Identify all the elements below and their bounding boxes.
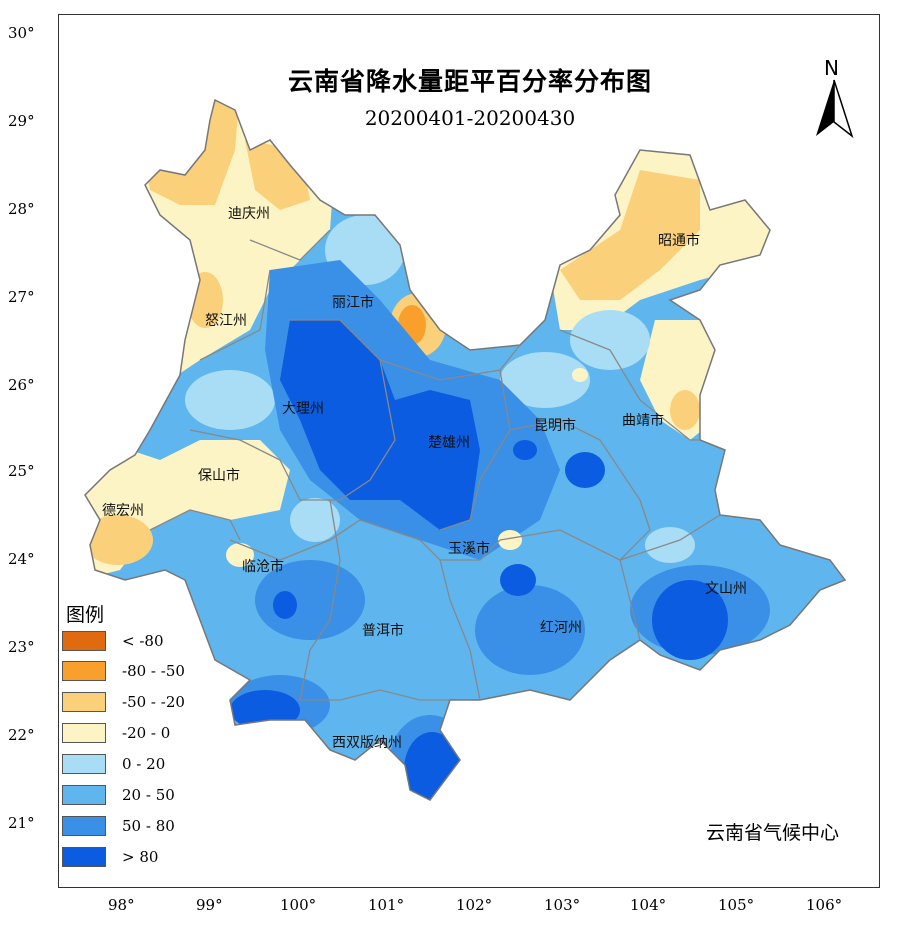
lon-label: 104° [630, 896, 667, 914]
city-label-wenshan: 文山州 [705, 581, 747, 597]
city-label-dali: 大理州 [282, 401, 324, 417]
legend-label: > 80 [122, 848, 159, 866]
north-label: N [824, 56, 839, 80]
legend-label: -50 - -20 [122, 693, 185, 711]
city-label-honghe: 红河州 [540, 620, 582, 636]
legend-label: < -80 [122, 632, 164, 650]
lon-label: 103° [544, 896, 581, 914]
prefecture-boundaries [149, 229, 721, 701]
lon-label: 106° [806, 896, 843, 914]
legend-item: > 80 [62, 846, 158, 868]
lon-label: 98° [108, 896, 135, 914]
legend-label: 50 - 80 [122, 817, 175, 835]
legend-swatch [62, 661, 106, 681]
credit-text: 云南省气候中心 [706, 822, 840, 844]
city-label-chuxiong: 楚雄州 [428, 435, 470, 451]
legend-item: -50 - -20 [62, 691, 185, 713]
lat-label: 30° [8, 24, 35, 42]
legend-label: -80 - -50 [122, 662, 185, 680]
lat-label: 27° [8, 288, 35, 306]
legend-item: < -80 [62, 630, 164, 652]
lon-label: 100° [280, 896, 317, 914]
legend-swatch [62, 816, 106, 836]
legend-label: 0 - 20 [122, 755, 166, 773]
lat-label: 23° [8, 638, 35, 656]
city-label-nujiang: 怒江州 [205, 313, 247, 329]
lat-label: 26° [8, 376, 35, 394]
city-label-zhaotong: 昭通市 [658, 233, 700, 249]
lon-label: 105° [718, 896, 755, 914]
legend-label: 20 - 50 [122, 786, 175, 804]
legend-item: 50 - 80 [62, 815, 175, 837]
lat-label: 29° [8, 112, 35, 130]
legend-item: -80 - -50 [62, 660, 185, 682]
province-outline [84, 98, 847, 801]
legend-swatch [62, 692, 106, 712]
city-label-lijiang: 丽江市 [332, 295, 374, 311]
city-label-diqing: 迪庆州 [228, 206, 270, 222]
legend-swatch [62, 723, 106, 743]
city-label-dehong: 德宏州 [102, 503, 144, 519]
city-label-qujing: 曲靖市 [622, 413, 664, 429]
lat-label: 24° [8, 550, 35, 568]
map-title: 云南省降水量距平百分率分布图 [287, 67, 652, 96]
city-label-kunming: 昆明市 [534, 418, 576, 434]
lon-label: 102° [456, 896, 493, 914]
legend-swatch [62, 631, 106, 651]
city-label-puer: 普洱市 [362, 623, 404, 639]
map-subtitle: 20200401-20200430 [364, 106, 576, 130]
north-arrow-icon [816, 79, 854, 139]
legend-item: -20 - 0 [62, 722, 170, 744]
lon-label: 99° [196, 896, 223, 914]
legend-swatch [62, 785, 106, 805]
legend-title: 图例 [66, 604, 105, 626]
lat-label: 28° [8, 200, 35, 218]
lat-label: 25° [8, 462, 35, 480]
lon-label: 101° [368, 896, 405, 914]
legend-swatch [62, 754, 106, 774]
legend-item: 20 - 50 [62, 784, 175, 806]
city-label-yuxi: 玉溪市 [448, 541, 490, 557]
legend-item: 0 - 20 [62, 753, 165, 775]
city-label-xishuangbanna: 西双版纳州 [332, 735, 402, 751]
legend-swatch [62, 847, 106, 867]
city-label-baoshan: 保山市 [198, 468, 240, 484]
lat-label: 21° [8, 814, 35, 832]
lat-label: 22° [8, 726, 35, 744]
city-label-lincang: 临沧市 [242, 559, 284, 575]
precipitation-anomaly-field [85, 100, 845, 800]
legend-label: -20 - 0 [122, 724, 171, 742]
